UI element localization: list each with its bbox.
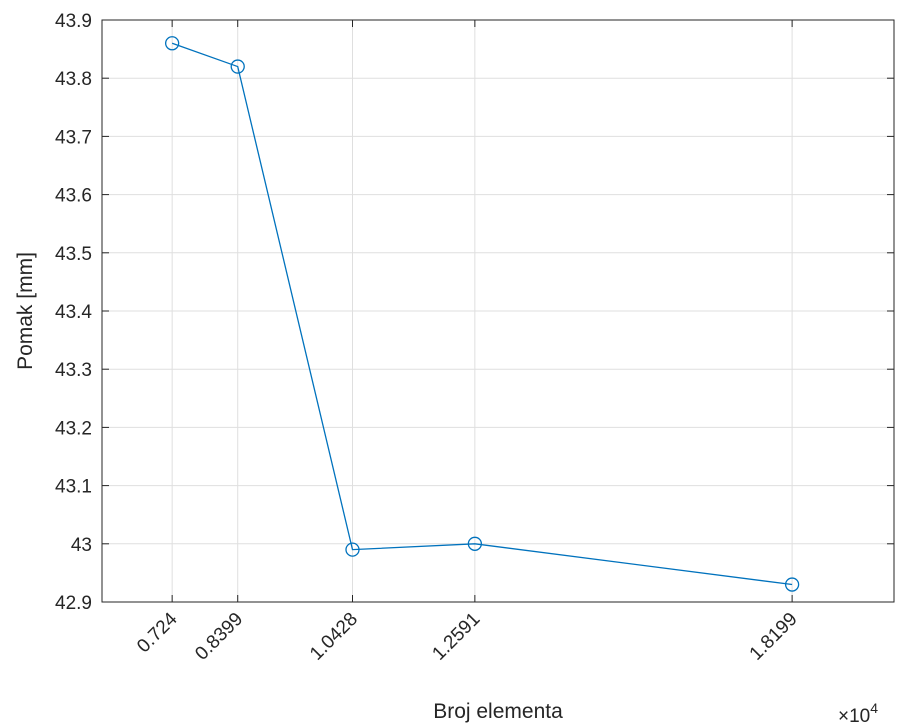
y-tick-label: 43.1	[55, 477, 92, 498]
y-tick-label: 43.2	[55, 418, 92, 439]
y-axis-label: Pomak [mm]	[14, 252, 37, 370]
y-tick-label: 43.3	[55, 360, 92, 381]
y-tick-label: 43.5	[55, 244, 92, 265]
data-point	[164, 36, 180, 51]
y-tick-label: 43.8	[55, 69, 92, 90]
y-tick-label: 42.9	[55, 593, 92, 614]
x-axis-multiplier: ×104	[838, 700, 878, 727]
series-group	[164, 36, 800, 592]
data-point	[345, 542, 360, 557]
x-tick-label: 0.8399	[191, 609, 247, 665]
data-point	[784, 577, 800, 592]
y-tick-label: 43.6	[55, 186, 92, 207]
x-multiplier-exponent: 4	[870, 700, 878, 716]
y-tick-label: 43.4	[55, 302, 92, 323]
x-tick-label: 1.2591	[428, 609, 484, 665]
y-tick-label: 43.7	[55, 127, 92, 148]
x-tick-label: 1.8199	[746, 609, 802, 665]
y-ticks: 42.9 43 43.1 43.2 43.3 43.4 43.5 43.6 43.7 43.8 43…	[55, 11, 894, 614]
data-point	[230, 59, 245, 74]
x-tick-label: 0.724	[133, 608, 182, 657]
x-multiplier-base: ×10	[838, 706, 870, 727]
x-tick-label: 1.0428	[306, 609, 362, 665]
series-line	[171, 42, 793, 586]
y-tick-label: 43	[71, 535, 92, 556]
data-point	[467, 536, 483, 551]
x-axis-label: Broj elementa	[433, 700, 563, 723]
y-tick-label: 43.9	[55, 11, 92, 32]
